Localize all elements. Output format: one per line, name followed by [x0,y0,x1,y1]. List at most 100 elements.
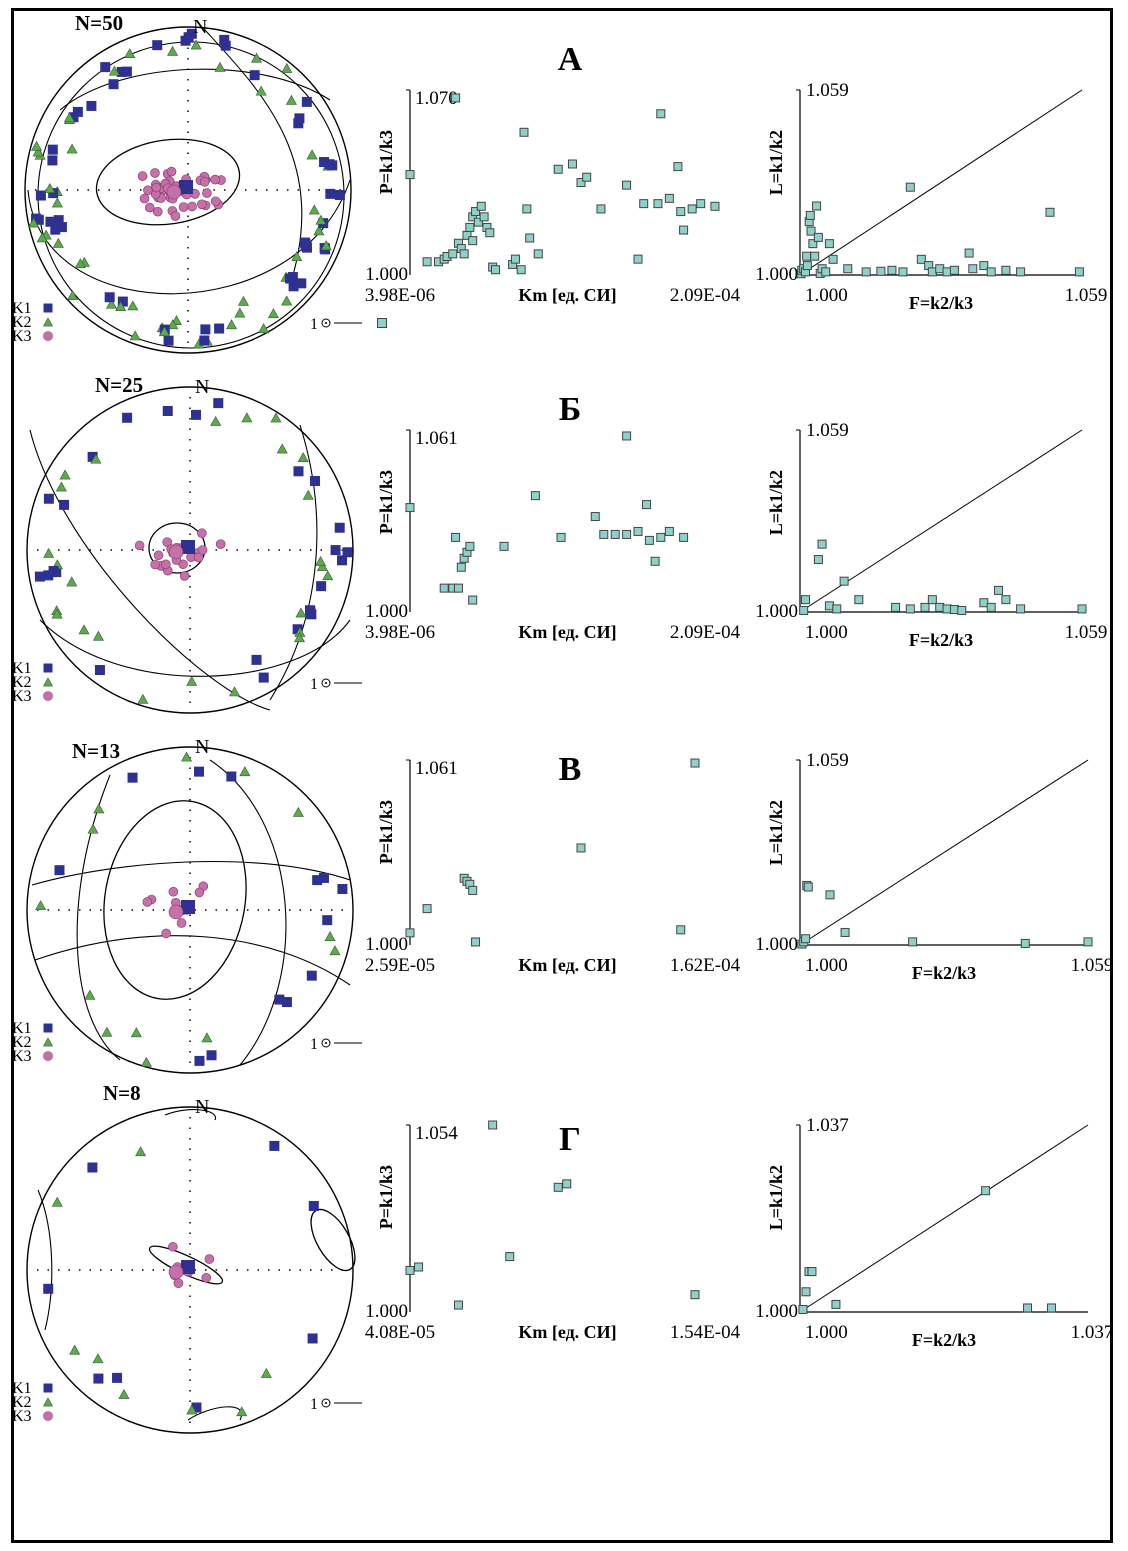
l-f-point [935,602,945,612]
k1-point [72,106,83,117]
l-f-chart: 1.037 1.000 L=k1/k2 1.000 1.037 F=k2/k3 [755,1115,1113,1350]
k2-point [105,298,117,309]
p-km-chart: 1.070 1.000 P=k1/k3 3.98E-06 2.09E-04 Km [ед.… [365,88,741,306]
legend-k3-label: K3 [12,1408,32,1425]
l-f-point [994,585,1004,595]
k2-point [28,217,40,228]
k3-point [199,177,210,187]
l-f-point [803,882,813,892]
k3-point [197,528,207,539]
x-axis-label: Km [ед. СИ] [518,1322,616,1342]
k2-point [316,560,328,571]
k1-point [318,872,329,883]
k3-point [204,1254,215,1264]
l-f-point [801,934,811,944]
panel-letter: Г [559,1121,581,1158]
l-f-point [843,264,853,274]
k1-point [258,672,269,683]
k2-point [291,251,303,262]
p-km-point [465,222,475,232]
k1-point [47,155,58,166]
k2-point [237,295,249,306]
legend-k3-label: K3 [12,688,32,705]
k1-point [308,1200,319,1211]
k1-point [191,1402,202,1413]
k1-point [200,324,211,335]
k3-point [153,550,164,561]
k2-point [51,197,63,208]
k2-point [31,140,43,151]
origin-label: 1.000 [755,264,798,285]
k1-point [68,112,79,123]
legend-k2-symbol [42,1397,54,1407]
p-km-chart: 1.054 1.000 P=k1/k3 4.08E-05 1.54E-04 Km [ед.… [365,1120,741,1343]
origin-label: 1.000 [755,601,798,622]
p-km-point [476,201,486,211]
p-km-point [590,512,600,522]
k2-point [186,675,198,686]
p-km-point [664,526,674,536]
l-f-point [828,254,838,264]
l-f-point [825,890,835,900]
legend-k2-label: K2 [12,674,32,691]
p-km-point [530,491,540,501]
k1-point [48,566,59,577]
k2-point [115,301,127,311]
l-f-point [942,267,952,277]
k2-point [167,319,179,330]
p-km-point [679,532,689,542]
y-min-label: 1.000 [365,1301,408,1322]
l-f-point [831,1299,841,1309]
p-km-point [639,199,649,209]
k2-point [124,48,136,59]
p-km-point [650,556,660,566]
k2-point [234,307,246,318]
k3-mean [168,904,184,920]
north-label: N [195,736,209,758]
k2-point [32,146,44,157]
k1-point [220,40,231,51]
y-axis-label: P=k1/k3 [376,130,396,194]
k1-point [293,466,304,477]
p-km-point [553,164,563,174]
k2-point [313,225,325,236]
k2-point [101,1026,113,1037]
p-km-point [448,249,458,259]
l-f-point [839,576,849,586]
legend-k1-label: K1 [12,1020,32,1037]
great-circle [209,759,287,1066]
l-f-point [905,182,915,192]
y-max-label: 1.061 [415,428,458,449]
k2-point [315,555,327,566]
k1-point [50,224,61,235]
k1-point [337,555,348,566]
k1-point [127,772,138,783]
y-axis-label: L=k1/k2 [766,1165,786,1230]
p-km-point [471,937,481,947]
k1-point [163,335,174,346]
k2-point [241,412,253,423]
y-max-label: 1.037 [806,1115,849,1136]
k3-point [215,539,226,549]
x-min-label: 3.98E-06 [365,285,435,306]
l-f-point [979,261,989,271]
k3-point [178,202,189,212]
k1-point [87,1162,98,1173]
great-circle [34,935,351,986]
k1-point [301,242,312,253]
mean-marker-label: 1 [310,316,318,333]
k2-point [214,61,226,72]
p-km-point [473,217,483,227]
l-f-point [908,937,918,947]
p-km-point [468,595,478,605]
k2-point [36,232,48,243]
l-f-chart: 1.059 1.000 L=k1/k2 1.000 1.059 F=k2/k3 [755,750,1113,983]
l-f-point [1046,1303,1056,1313]
k2-point [306,149,318,160]
k1-point [322,915,333,926]
p-km-point [451,532,461,542]
k3-point [179,571,190,581]
y-axis-label: P=k1/k3 [376,1165,396,1229]
